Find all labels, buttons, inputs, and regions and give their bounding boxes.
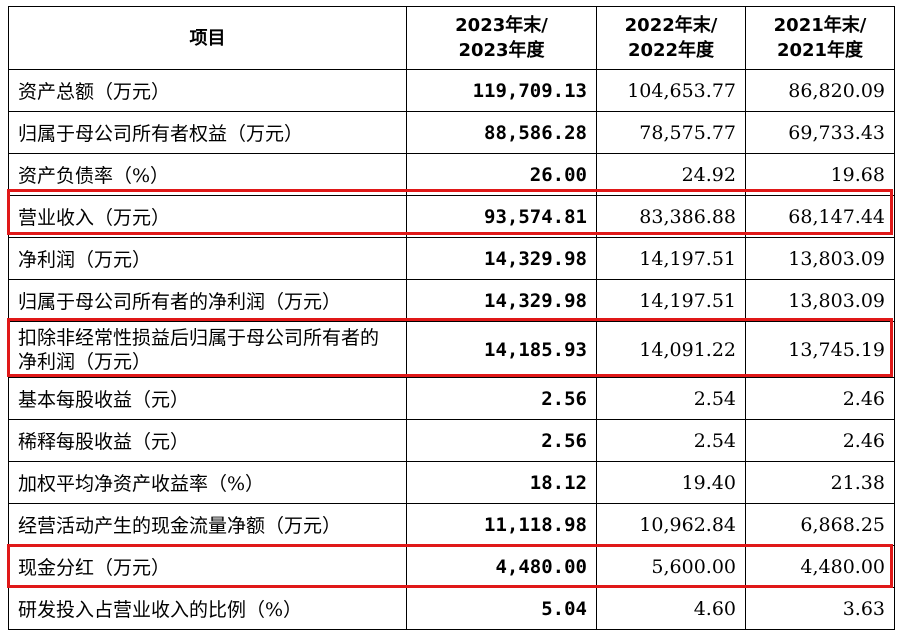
value-2021: 6,868.25 — [745, 503, 895, 546]
value-2021: 19.68 — [745, 153, 895, 196]
value-2023: 88,586.28 — [406, 111, 597, 154]
header-item: 项目 — [8, 6, 407, 70]
value-2022: 14,197.51 — [596, 237, 746, 280]
value-2022: 2.54 — [596, 419, 746, 462]
value-2021: 2.46 — [745, 377, 895, 420]
table-row: 基本每股收益（元） 2.56 2.54 2.46 — [8, 377, 895, 420]
row-label: 归属于母公司所有者权益（万元） — [8, 111, 407, 154]
row-label: 归属于母公司所有者的净利润（万元） — [8, 279, 407, 322]
value-2023: 2.56 — [406, 377, 597, 420]
row-label: 资产总额（万元） — [8, 69, 407, 112]
value-2023: 11,118.98 — [406, 503, 597, 546]
row-label: 资产负债率（%） — [8, 153, 407, 196]
value-2022: 24.92 — [596, 153, 746, 196]
value-2022: 10,962.84 — [596, 503, 746, 546]
value-2023: 119,709.13 — [406, 69, 597, 112]
value-2021: 13,803.09 — [745, 237, 895, 280]
value-2022: 19.40 — [596, 461, 746, 504]
value-2022: 5,600.00 — [596, 545, 746, 588]
value-2023: 93,574.81 — [406, 195, 597, 238]
value-2023: 26.00 — [406, 153, 597, 196]
row-label: 研发投入占营业收入的比例（%） — [8, 587, 407, 630]
table-row: 研发投入占营业收入的比例（%） 5.04 4.60 3.63 — [8, 587, 895, 630]
table-row: 营业收入（万元） 93,574.81 83,386.88 68,147.44 — [8, 195, 895, 238]
table-row: 归属于母公司所有者权益（万元） 88,586.28 78,575.77 69,733.… — [8, 111, 895, 154]
value-2021: 3.63 — [745, 587, 895, 630]
table-body: 资产总额（万元） 119,709.13 104,653.77 86,820.09 归属于… — [8, 69, 895, 630]
row-label: 基本每股收益（元） — [8, 377, 407, 420]
value-2023: 14,185.93 — [406, 321, 597, 378]
value-2022: 14,091.22 — [596, 321, 746, 378]
value-2022: 104,653.77 — [596, 69, 746, 112]
table-row: 净利润（万元） 14,329.98 14,197.51 13,803.09 — [8, 237, 895, 280]
row-label: 现金分红（万元） — [8, 545, 407, 588]
value-2021: 69,733.43 — [745, 111, 895, 154]
value-2022: 14,197.51 — [596, 279, 746, 322]
header-2023: 2023年末/ 2023年度 — [406, 6, 597, 70]
table-container: 项目 2023年末/ 2023年度 2022年末/ 2022年度 2021年末/… — [8, 6, 895, 630]
table-row: 现金分红（万元） 4,480.00 5,600.00 4,480.00 — [8, 545, 895, 588]
row-label: 扣除非经常性损益后归属于母公司所有者的净利润（万元） — [8, 321, 407, 378]
value-2021: 86,820.09 — [745, 69, 895, 112]
table-row: 加权平均净资产收益率（%） 18.12 19.40 21.38 — [8, 461, 895, 504]
value-2023: 18.12 — [406, 461, 597, 504]
table-row: 归属于母公司所有者的净利润（万元） 14,329.98 14,197.51 13,80… — [8, 279, 895, 322]
value-2022: 2.54 — [596, 377, 746, 420]
value-2021: 68,147.44 — [745, 195, 895, 238]
value-2021: 21.38 — [745, 461, 895, 504]
value-2023: 14,329.98 — [406, 279, 597, 322]
table-row: 经营活动产生的现金流量净额（万元） 11,118.98 10,962.84 6,868… — [8, 503, 895, 546]
row-label: 净利润（万元） — [8, 237, 407, 280]
value-2023: 14,329.98 — [406, 237, 597, 280]
value-2021: 2.46 — [745, 419, 895, 462]
value-2023: 2.56 — [406, 419, 597, 462]
header-2022: 2022年末/ 2022年度 — [596, 6, 746, 70]
header-row: 项目 2023年末/ 2023年度 2022年末/ 2022年度 2021年末/… — [8, 6, 895, 70]
value-2021: 13,745.19 — [745, 321, 895, 378]
table-row: 稀释每股收益（元） 2.56 2.54 2.46 — [8, 419, 895, 462]
table-row: 扣除非经常性损益后归属于母公司所有者的净利润（万元） 14,185.93 14,09… — [8, 321, 895, 378]
row-label: 经营活动产生的现金流量净额（万元） — [8, 503, 407, 546]
value-2023: 5.04 — [406, 587, 597, 630]
row-label: 加权平均净资产收益率（%） — [8, 461, 407, 504]
financial-summary-table: 项目 2023年末/ 2023年度 2022年末/ 2022年度 2021年末/… — [8, 6, 895, 630]
value-2021: 13,803.09 — [745, 279, 895, 322]
table-row: 资产总额（万元） 119,709.13 104,653.77 86,820.09 — [8, 69, 895, 112]
row-label: 营业收入（万元） — [8, 195, 407, 238]
table-row: 资产负债率（%） 26.00 24.92 19.68 — [8, 153, 895, 196]
value-2023: 4,480.00 — [406, 545, 597, 588]
value-2022: 4.60 — [596, 587, 746, 630]
header-2021: 2021年末/ 2021年度 — [745, 6, 895, 70]
value-2021: 4,480.00 — [745, 545, 895, 588]
row-label: 稀释每股收益（元） — [8, 419, 407, 462]
value-2022: 83,386.88 — [596, 195, 746, 238]
value-2022: 78,575.77 — [596, 111, 746, 154]
